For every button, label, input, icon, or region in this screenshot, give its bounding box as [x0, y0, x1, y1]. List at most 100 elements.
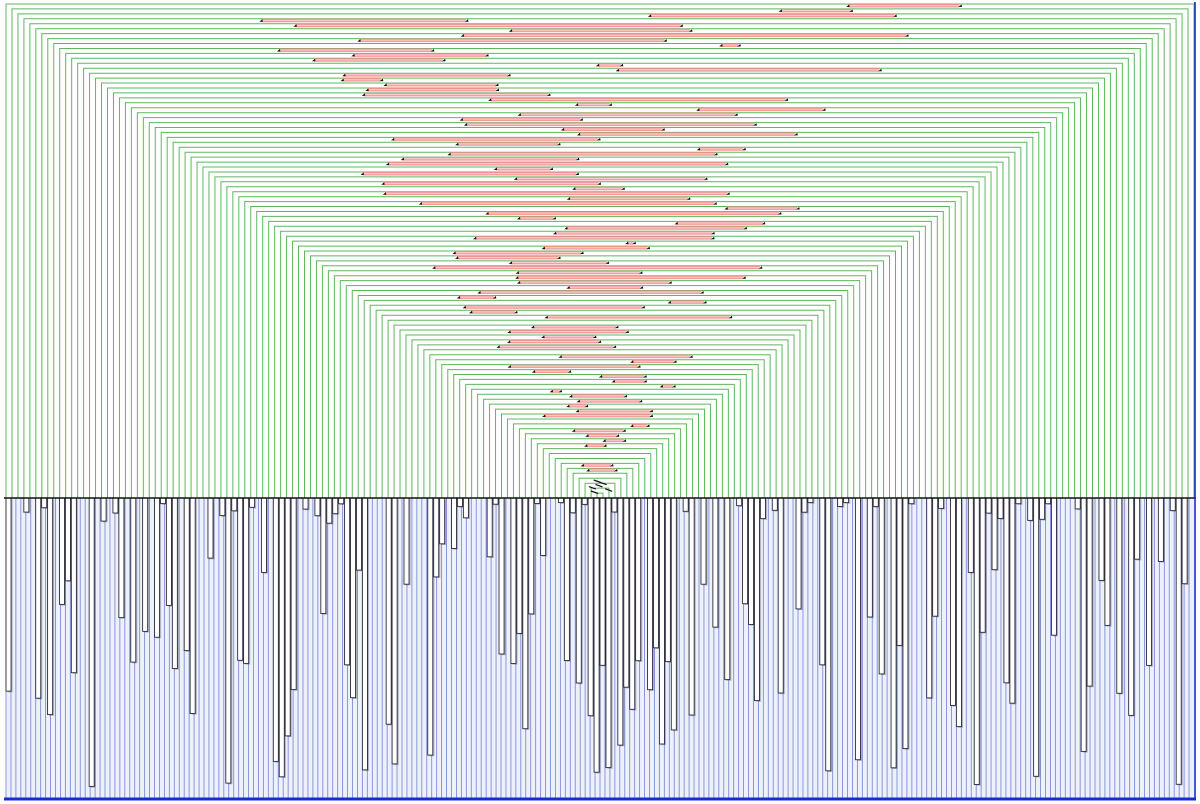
bar	[979, 497, 986, 633]
link-band-core	[509, 331, 627, 333]
link-marker-left	[531, 370, 536, 373]
link-marker-left	[602, 439, 606, 442]
link-band-core	[385, 84, 497, 86]
link-band-core	[457, 143, 559, 145]
link-marker-left	[385, 162, 390, 166]
arc	[5, 3, 1195, 498]
arc	[83, 67, 1117, 498]
link-marker-left	[575, 409, 579, 413]
link-marker-right	[495, 83, 499, 86]
bar	[338, 497, 345, 505]
bar	[171, 497, 178, 669]
link-marker-right	[641, 305, 645, 309]
link-marker-right	[584, 404, 589, 408]
link-marker-right	[615, 434, 620, 437]
arc	[142, 117, 1058, 498]
link-marker-right	[711, 231, 715, 235]
link-marker-right	[905, 34, 909, 37]
link-band-core	[600, 375, 645, 377]
link-marker-left	[549, 389, 554, 393]
bar	[635, 497, 642, 662]
link-band-core	[471, 311, 515, 313]
link-band-core	[780, 10, 851, 11]
link-band-core	[465, 123, 755, 125]
bar	[736, 497, 743, 507]
bar	[451, 497, 458, 549]
link-marker-left	[566, 197, 571, 200]
arc	[548, 453, 652, 498]
link-marker-right	[646, 246, 650, 250]
link-marker-left	[400, 157, 405, 161]
link-band-core	[359, 39, 665, 41]
link-marker-right	[597, 340, 602, 343]
bar	[932, 497, 939, 617]
bar	[955, 497, 962, 728]
link-marker-left	[541, 246, 546, 250]
arc	[11, 8, 1189, 498]
link-marker-left	[630, 360, 634, 363]
link-marker-right	[552, 216, 557, 220]
bar	[100, 497, 107, 522]
bar	[1015, 497, 1022, 505]
link-marker-left	[611, 379, 616, 383]
link-band-core	[509, 341, 599, 342]
link-marker-right	[625, 330, 629, 333]
link-marker-right	[549, 167, 554, 170]
link-marker-right	[714, 152, 718, 156]
link-marker-left	[351, 53, 355, 57]
link-marker-left	[778, 9, 783, 12]
bar	[700, 497, 707, 585]
link-marker-left	[515, 276, 519, 279]
link-marker-right	[726, 192, 730, 195]
bar	[284, 497, 291, 737]
link-marker-left	[667, 300, 672, 304]
bar	[534, 497, 541, 504]
link-marker-left	[456, 296, 461, 299]
link-band-core	[571, 395, 625, 397]
link-band-core	[632, 425, 648, 426]
link-marker-left	[560, 128, 565, 131]
link-marker-right	[579, 118, 583, 121]
link-marker-left	[361, 93, 366, 96]
link-marker-left	[276, 49, 281, 52]
bar	[23, 497, 30, 513]
link-marker-left	[293, 24, 297, 27]
link-marker-right	[761, 221, 766, 225]
arc	[375, 309, 825, 498]
link-marker-left	[674, 221, 678, 225]
link-marker-right	[603, 444, 607, 447]
link-marker-left	[496, 345, 500, 348]
bar	[575, 497, 582, 684]
bar	[985, 497, 992, 514]
bar	[795, 497, 802, 610]
link-band-core	[577, 410, 651, 412]
bar	[207, 497, 214, 559]
link-marker-right	[643, 379, 647, 383]
link-marker-right	[637, 365, 641, 368]
bar	[563, 497, 570, 661]
link-band-core	[721, 44, 739, 46]
link-band-core	[261, 19, 466, 21]
arc	[572, 472, 628, 498]
link-marker-left	[455, 256, 459, 259]
arc	[292, 240, 908, 498]
bar	[522, 497, 529, 730]
link-band-core	[519, 113, 736, 115]
bar	[587, 497, 594, 717]
link-band-core	[576, 103, 610, 105]
link-marker-right	[649, 409, 653, 413]
arc	[262, 215, 938, 498]
bar	[183, 497, 190, 652]
bar	[290, 497, 297, 691]
link-band-core	[518, 217, 554, 219]
link-marker-right	[514, 310, 518, 314]
bar	[219, 497, 226, 517]
bar	[510, 497, 517, 664]
link-band-core	[698, 108, 824, 110]
arc	[578, 477, 622, 498]
link-marker-right	[700, 291, 704, 294]
link-marker-left	[365, 88, 369, 91]
bar	[997, 497, 1004, 519]
bar	[569, 497, 576, 514]
link-marker-right	[495, 88, 500, 91]
